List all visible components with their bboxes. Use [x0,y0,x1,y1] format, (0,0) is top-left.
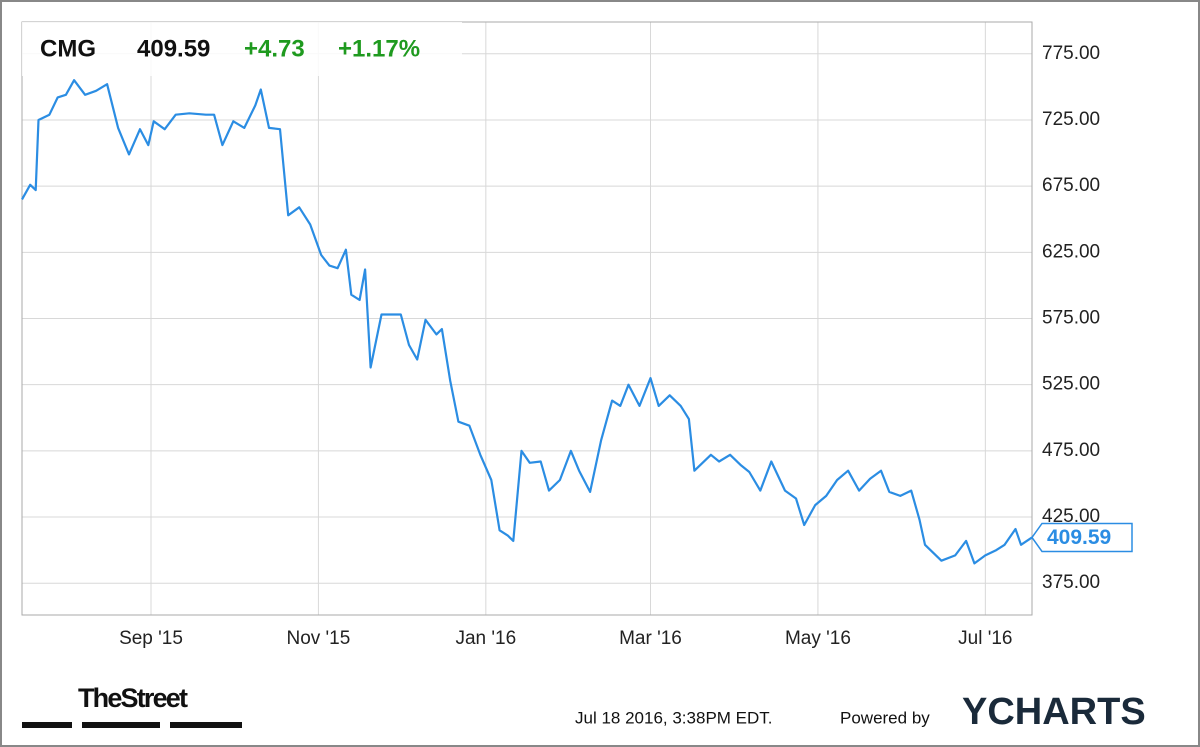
change-percent: +1.17% [338,35,420,62]
x-tick-label: Sep '15 [119,628,183,649]
plot-border [21,21,1033,616]
marks [21,79,1033,565]
price-tag-box [1031,522,1133,553]
y-tick-label: 625.00 [1042,241,1100,262]
change: +4.73 [244,35,305,62]
y-tick-label: 375.00 [1042,572,1100,593]
y-tick-label: 525.00 [1042,374,1100,395]
price-tag-label: 409.59 [1047,526,1111,549]
price: 409.59 [137,35,210,62]
price-tag: 409.59 [1031,522,1133,553]
price-line [21,79,1033,565]
x-tick-label: Jan '16 [455,628,516,649]
x-tick-label: Mar '16 [619,628,682,649]
y-tick-label: 575.00 [1042,308,1100,329]
y-tick-label: 425.00 [1042,506,1100,527]
x-tick-label: Nov '15 [286,628,350,649]
quote-box [22,22,462,76]
x-tick-label: Jul '16 [958,628,1012,649]
logo-bar [82,722,160,728]
y-tick-label: 475.00 [1042,440,1100,461]
y-tick-label: 675.00 [1042,175,1100,196]
x-tick-label: May '16 [785,628,851,649]
timestamp: Jul 18 2016, 3:38PM EDT. [575,708,773,727]
y-tick-label: 725.00 [1042,109,1100,130]
powered-by: Powered by [840,708,930,727]
brand: YCHARTS [962,691,1146,733]
y-tick-label: 775.00 [1042,43,1100,64]
ticker: CMG [40,35,96,62]
source-logo: TheStreet [78,683,188,713]
logo-bar [22,722,72,728]
logo-bar [170,722,242,728]
